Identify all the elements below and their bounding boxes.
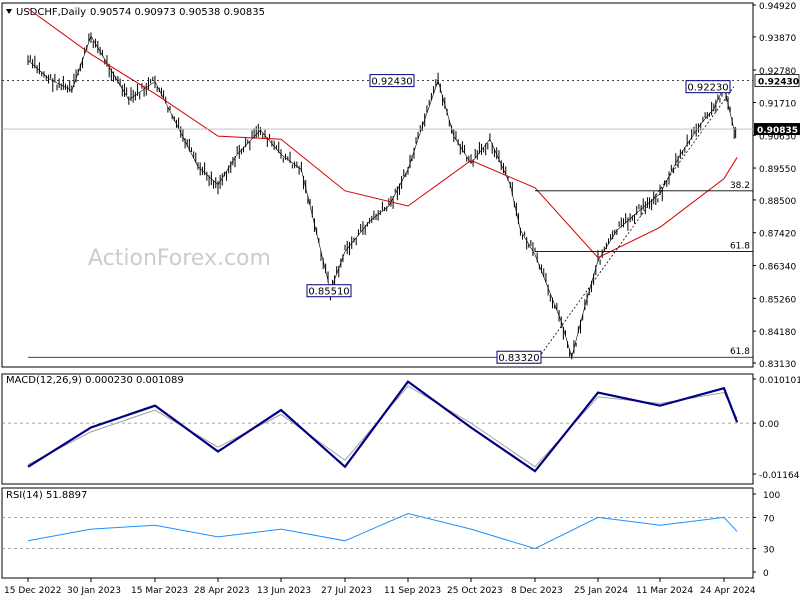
price-y-tick-label: 0.93870 (759, 34, 796, 44)
x-tick-label: 30 Jan 2023 (67, 586, 121, 596)
current-price-box (754, 123, 800, 136)
x-tick-label: 28 Apr 2023 (194, 586, 250, 596)
x-tick-label: 24 Apr 2024 (700, 586, 756, 596)
annotation-box-label: 0.83320 (498, 353, 539, 364)
price-annotation-box[interactable]: 0.92230 (685, 80, 731, 94)
price-y-tick-label: 0.83130 (759, 360, 796, 370)
price-annotation-box[interactable]: 0.92430 (369, 74, 415, 88)
price-panel-frame (1, 2, 754, 368)
moving-average-line (27, 8, 738, 259)
x-tick-label: 15 Dec 2022 (4, 586, 62, 596)
rsi-line (27, 512, 738, 550)
level-axis-label: 0.92430 (758, 78, 799, 88)
collapse-triangle-icon[interactable] (6, 9, 12, 14)
x-tick-label: 15 Mar 2023 (131, 586, 188, 596)
x-axis: 15 Dec 2022 30 Jan 2023 15 Mar 2023 28 Apr … (4, 578, 756, 596)
levels-layer: 38.2 61.8 61.8 (2, 80, 753, 358)
panel-frames (1, 2, 754, 579)
rsi-y-tick-label: 0 (763, 569, 769, 579)
current-price-label: 0.90835 (757, 126, 798, 136)
macd-layer (2, 380, 753, 473)
level-label: 61.8 (730, 242, 750, 252)
price-y-tick-label: 0.84180 (759, 328, 796, 338)
macd-y-tick-label: 0.00 (759, 420, 779, 430)
level-label: 61.8 (730, 347, 750, 357)
symbol-label: USDCHF,Daily (16, 7, 86, 18)
rsi-y-tick-label: 100 (763, 491, 780, 501)
watermark: ActionForex.com (88, 246, 271, 271)
price-line (27, 35, 738, 359)
annotation-box-label: 0.85510 (308, 287, 349, 298)
x-tick-label: 25 Oct 2023 (447, 586, 503, 596)
rsi-panel-frame (1, 487, 754, 579)
annotation-box-label: 0.92430 (371, 77, 412, 88)
price-y-tick-label: 0.86340 (759, 263, 796, 273)
macd-signal-line (27, 385, 738, 468)
price-y-tick-label: 0.89550 (759, 165, 796, 175)
x-tick-label: 11 Mar 2024 (636, 586, 693, 596)
x-tick-label: 25 Jan 2024 (574, 586, 628, 596)
price-y-tick-label: 0.94920 (759, 2, 796, 12)
macd-y-tick-label: 0.010101 (759, 376, 800, 386)
price-layer (27, 8, 738, 360)
price-y-tick-label: 0.90630 (759, 132, 796, 142)
trend-line (538, 86, 735, 358)
x-tick-label: 13 Jun 2023 (257, 586, 311, 596)
x-tick-label: 11 Sep 2023 (384, 586, 441, 596)
annotation-box-frame (685, 80, 731, 94)
price-annotations: 0.92430 0.85510 0.83320 0.92230 (306, 74, 731, 364)
rsi-y-tick-label: 70 (763, 514, 775, 524)
price-y-tick-label: 0.91710 (759, 99, 796, 109)
level-axis-box (754, 74, 800, 88)
price-y-tick-label: 0.88500 (759, 197, 796, 207)
annotation-box-frame (306, 284, 352, 298)
macd-title: MACD(12,26,9) 0.000230 0.001089 (6, 375, 184, 386)
annotation-box-frame (496, 350, 542, 364)
level-label: 38.2 (730, 181, 750, 191)
price-y-tick-label: 0.92780 (759, 67, 796, 77)
macd-main-line (27, 380, 739, 473)
y-axis: 0.94920 0.93870 0.92780 0.91710 0.90630 0.895… (2, 2, 800, 579)
macd-y-tick-label: -0.011645 (759, 471, 800, 481)
price-y-tick-label: 0.87420 (759, 230, 796, 240)
annotation-box-frame (369, 74, 415, 88)
x-tick-label: 27 Jul 2023 (321, 586, 372, 596)
macd-panel-frame (1, 373, 754, 485)
ohlc-label: 0.90574 0.90973 0.90538 0.90835 (90, 7, 265, 18)
price-annotation-box[interactable]: 0.83320 (496, 350, 542, 364)
rsi-y-tick-label: 30 (763, 546, 775, 556)
rsi-layer (2, 512, 753, 550)
x-tick-label: 8 Dec 2023 (511, 586, 563, 596)
rsi-title: RSI(14) 51.8897 (6, 490, 87, 501)
annotation-box-label: 0.92230 (687, 83, 728, 94)
price-y-tick-label: 0.85260 (759, 295, 796, 305)
price-annotation-box[interactable]: 0.85510 (306, 284, 352, 298)
